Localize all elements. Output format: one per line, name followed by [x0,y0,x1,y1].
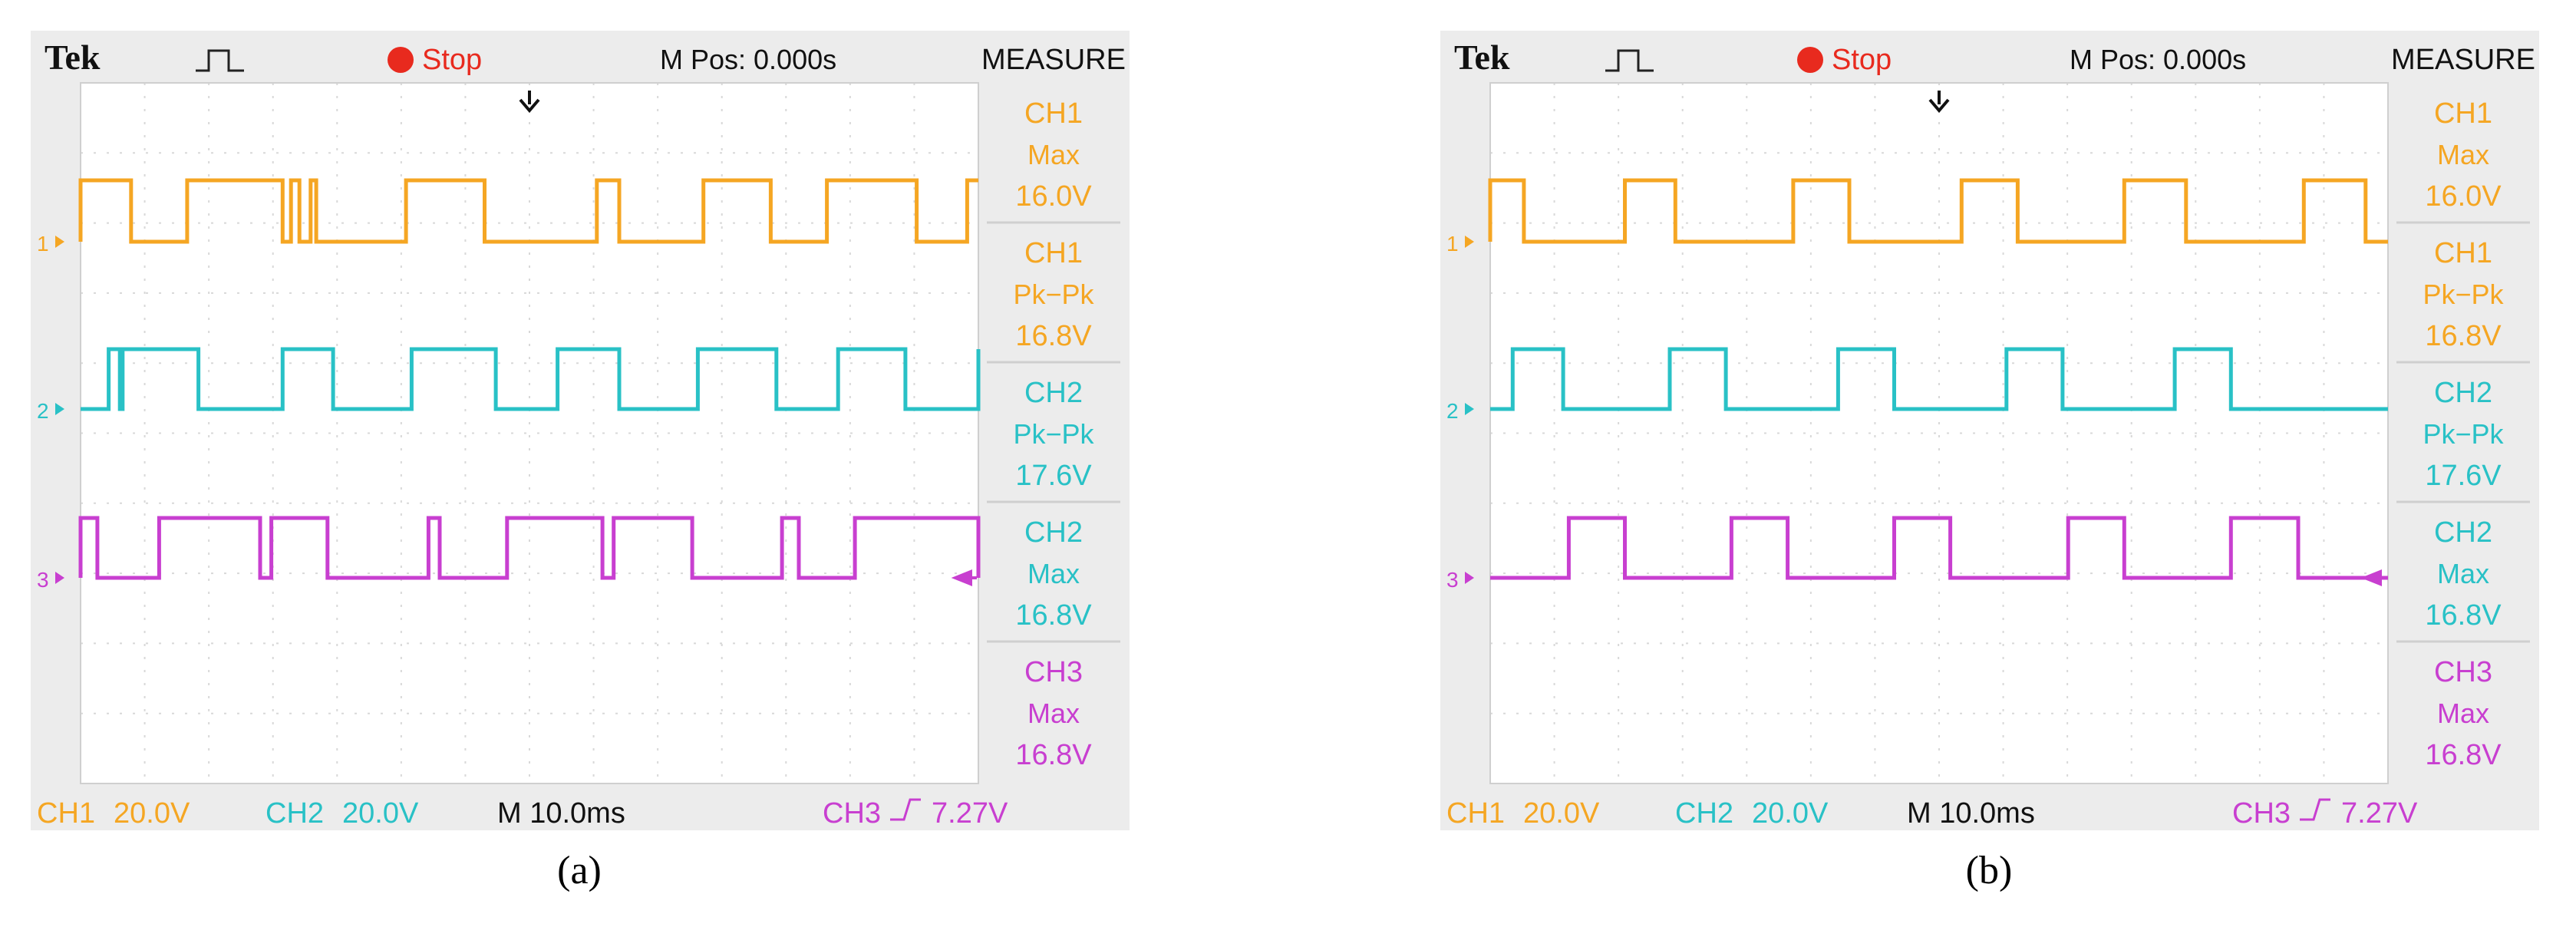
measure-kind: Max [2437,698,2489,729]
measure-value: 16.8V [2425,320,2502,352]
measure-channel: CH1 [1024,237,1083,269]
measure-channel: CH2 [1024,377,1083,409]
footer-ch2-label: CH2 [1675,797,1733,830]
trigger-slope-icon [890,798,921,821]
measure-channel: CH1 [2434,237,2492,269]
footer-ch2-scale: 20.0V [1752,797,1829,830]
measure-channel: CH2 [2434,377,2492,409]
measure-kind: Max [2437,558,2489,589]
measure-channel: CH3 [2434,656,2492,688]
scope-display-a: Tek Stop M Pos: 0.000s MEASURE 1 2 3 CH1 Max 16.0… [37,38,1126,830]
graticule-border [80,82,979,784]
footer-trigger-level: 7.27V [932,797,1008,830]
measure-kind: Pk−Pk [2423,418,2504,450]
channel-marker-label: 1 [37,232,49,256]
measure-kind: Max [1027,698,1080,729]
measure-kind: Max [2437,139,2489,170]
brand-label: Tek [45,38,101,77]
trigger-level-icon [951,569,977,586]
measure-channel: CH1 [2434,97,2492,130]
scope-panel-a: Tek Stop M Pos: 0.000s MEASURE 1 2 3 CH1 Max 16.0… [31,31,1130,830]
measure-value: 16.8V [2425,599,2502,632]
channel-marker-icon [1465,236,1474,248]
footer-trigger-level: 7.27V [2341,797,2418,830]
status-label: Stop [1832,44,1892,76]
channel-marker-icon [55,572,64,584]
waveform-ch1 [78,178,978,244]
mpos-label: M Pos: 0.000s [660,44,836,75]
trigger-position-icon [1928,91,1950,114]
footer-ch1-label: CH1 [1446,797,1505,830]
waveform-ch3 [78,516,981,580]
trigger-slope-icon [2300,798,2330,821]
measure-value: 16.8V [1015,599,1092,632]
measure-value: 16.0V [1015,180,1092,213]
footer-timebase: M 10.0ms [497,797,625,830]
measure-channel: CH3 [1024,656,1083,688]
measure-kind: Max [1027,558,1080,589]
footer-trigger-channel: CH3 [823,797,881,830]
measure-channel: CH2 [2434,516,2492,549]
trigger-type-icon [1605,49,1654,72]
footer-ch2-label: CH2 [266,797,324,830]
waveform-ch1 [1488,178,2388,244]
footer-ch1-scale: 20.0V [114,797,190,830]
measure-kind: Pk−Pk [1013,279,1094,310]
measure-title: MEASURE [2391,44,2535,76]
measure-value: 16.0V [2425,180,2502,213]
footer-trigger-channel: CH3 [2232,797,2291,830]
measure-kind: Max [1027,139,1080,170]
footer-ch1-label: CH1 [37,797,95,830]
footer-timebase: M 10.0ms [1907,797,2035,830]
mpos-label: M Pos: 0.000s [2070,44,2246,75]
waveform-ch2 [81,347,981,411]
channel-marker-label: 2 [1446,399,1459,423]
stop-icon [1797,47,1823,73]
waveform-ch3 [1490,516,2388,580]
measure-channel: CH2 [1024,516,1083,549]
measure-value: 16.8V [1015,320,1092,352]
brand-label: Tek [1454,38,1510,77]
channel-marker-label: 3 [1446,568,1459,592]
channel-marker-label: 3 [37,568,49,592]
channel-marker-icon [1465,572,1474,584]
footer-ch2-scale: 20.0V [342,797,419,830]
channel-marker-label: 2 [37,399,49,423]
trigger-position-icon [519,91,540,114]
status-label: Stop [422,44,482,76]
trigger-type-icon [196,49,244,72]
measure-title: MEASURE [981,44,1126,76]
measure-kind: Pk−Pk [2423,279,2504,310]
channel-marker-label: 1 [1446,232,1459,256]
stop-icon [388,47,414,73]
graticule [1490,83,2388,783]
graticule-border [1489,82,2389,784]
scope-panel-b: Tek Stop M Pos: 0.000s MEASURE 1 2 3 CH1 Max 16.0… [1440,31,2539,830]
measure-value: 16.8V [1015,739,1092,771]
channel-marker-icon [55,403,64,415]
measure-channel: CH1 [1024,97,1083,130]
scope-display-b: Tek Stop M Pos: 0.000s MEASURE 1 2 3 CH1 Max 16.0… [1446,38,2535,830]
measure-value: 16.8V [2425,739,2502,771]
measure-value: 17.6V [1015,460,1092,492]
caption-b: (b) [1965,849,2013,892]
measure-value: 17.6V [2425,460,2502,492]
footer-ch1-scale: 20.0V [1523,797,1600,830]
waveform-ch2 [1490,347,2388,411]
measure-kind: Pk−Pk [1013,418,1094,450]
trigger-level-icon [2360,569,2386,586]
channel-marker-icon [1465,403,1474,415]
channel-marker-icon [55,236,64,248]
caption-a: (a) [557,849,602,892]
